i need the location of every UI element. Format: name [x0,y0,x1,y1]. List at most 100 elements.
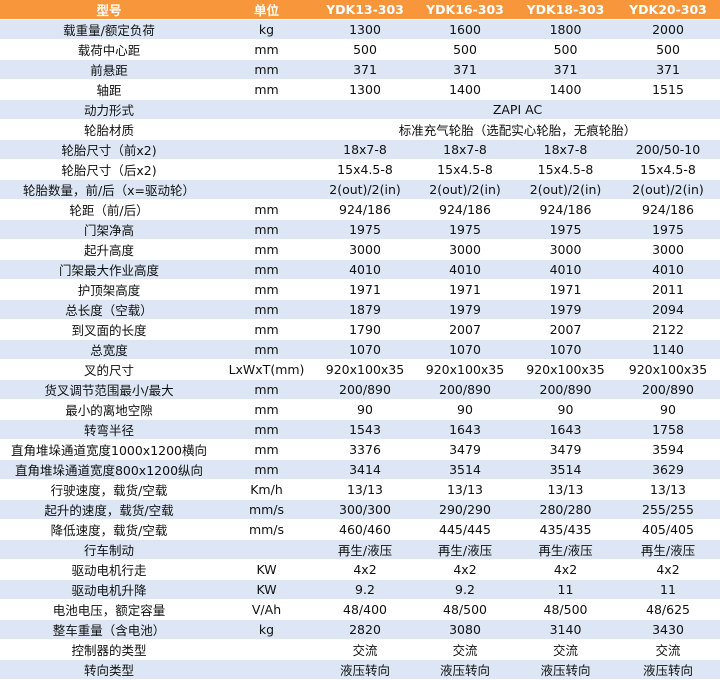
row-label: 护顶架高度 [0,279,218,300]
row-value: 3430 [616,619,720,640]
row-value: 920x100x35 [415,359,515,380]
row-value: 1979 [515,299,616,320]
row-shared-value: 标准充气轮胎（选配实心轮胎，无痕轮胎） [315,119,720,140]
header-cell: 单位 [218,0,315,20]
header-cell: YDK18-303 [515,0,616,20]
row-value: 48/625 [616,599,720,620]
row-value: 4x2 [315,559,415,580]
row-label: 轮距（前/后） [0,199,218,220]
row-value: 液压转向 [415,659,515,680]
row-value: 交流 [415,639,515,660]
row-value: 再生/液压 [415,539,515,560]
table-row: 载重量/额定负荷 kg 1300 1600 1800 2000 [0,19,720,40]
row-value: 4010 [315,259,415,280]
row-value: 3629 [616,459,720,480]
row-value: 2011 [616,279,720,300]
row-value: 371 [616,59,720,80]
row-label: 动力形式 [0,99,218,120]
row-value: 3514 [415,459,515,480]
table-row: 起升的速度，载货/空载 mm/s 300/300 290/290 280/280 255/… [0,499,720,520]
row-value: 1070 [515,339,616,360]
row-value: 371 [315,59,415,80]
row-value: 200/890 [315,379,415,400]
row-value: 4x2 [515,559,616,580]
row-value: 3000 [515,239,616,260]
row-value: 924/186 [315,199,415,220]
table-row: 总宽度 mm 1070 1070 1070 1140 [0,339,720,360]
table-row: 动力形式 ZAPI AC [0,99,720,120]
row-value: 11 [515,579,616,600]
row-value: 4010 [415,259,515,280]
table-row: 轮距（前/后） mm 924/186 924/186 924/186 924/186 [0,199,720,220]
row-unit: mm [218,39,315,60]
row-value: 1975 [415,219,515,240]
row-unit: V/Ah [218,599,315,620]
row-value: 3376 [315,439,415,460]
row-value: 405/405 [616,519,720,540]
row-unit [218,99,315,120]
row-label: 轮胎尺寸（后x2) [0,159,218,180]
row-unit: KW [218,579,315,600]
row-value: 280/280 [515,499,616,520]
row-label: 轮胎尺寸（前x2) [0,139,218,160]
row-value: 1975 [616,219,720,240]
row-label: 行驶速度，载货/空载 [0,479,218,500]
table-row: 行车制动 再生/液压 再生/液压 再生/液压 再生/液压 [0,539,720,560]
header-cell: YDK16-303 [415,0,515,20]
header-cell: 型号 [0,0,218,20]
row-value: 3594 [616,439,720,460]
row-unit: mm [218,299,315,320]
table-row: 整车重量（含电池） kg 2820 3080 3140 3430 [0,619,720,640]
row-unit: mm [218,339,315,360]
row-label: 前悬距 [0,59,218,80]
row-value: 4x2 [616,559,720,580]
row-value: 15x4.5-8 [415,159,515,180]
header-cell: YDK13-303 [315,0,415,20]
row-label: 降低速度，载货/空载 [0,519,218,540]
row-value: 1643 [415,419,515,440]
row-value: 液压转向 [616,659,720,680]
row-value: 1790 [315,319,415,340]
row-value: 2820 [315,619,415,640]
row-unit: mm [218,79,315,100]
table-row: 控制器的类型 交流 交流 交流 交流 [0,639,720,660]
row-unit [218,119,315,140]
row-unit: mm [218,399,315,420]
row-label: 起升的速度，载货/空载 [0,499,218,520]
spec-body: 载重量/额定负荷 kg 1300 1600 1800 2000 载荷中心距 mm 500 500 5… [0,19,720,680]
row-unit: mm [218,219,315,240]
row-value: 500 [616,39,720,60]
table-row: 直角堆垛通道宽度1000x1200横向 mm 3376 3479 3479 3594 [0,439,720,460]
row-unit [218,539,315,560]
row-label: 直角堆垛通道宽度800x1200纵向 [0,459,218,480]
row-value: 再生/液压 [315,539,415,560]
row-value: 1800 [515,19,616,40]
row-value: 4x2 [415,559,515,580]
row-label: 控制器的类型 [0,639,218,660]
row-value: 200/50-10 [616,139,720,160]
row-value: 48/400 [315,599,415,620]
row-value: 11 [616,579,720,600]
table-row: 轮胎尺寸（前x2) 18x7-8 18x7-8 18x7-8 200/50-10 [0,139,720,160]
row-unit [218,639,315,660]
row-value: 1400 [415,79,515,100]
row-unit [218,179,315,200]
table-row: 总长度（空载） mm 1879 1979 1979 2094 [0,299,720,320]
row-label: 行车制动 [0,539,218,560]
row-value: 48/500 [515,599,616,620]
row-value: 3479 [515,439,616,460]
table-row: 最小的离地空隙 mm 90 90 90 90 [0,399,720,420]
row-value: 2007 [515,319,616,340]
row-value: 1979 [415,299,515,320]
row-unit: kg [218,619,315,640]
row-label: 电池电压，额定容量 [0,599,218,620]
row-unit [218,659,315,680]
row-label: 驱动电机行走 [0,559,218,580]
row-value: 交流 [616,639,720,660]
row-value: 液压转向 [515,659,616,680]
table-row: 货叉调节范围最小/最大 mm 200/890 200/890 200/890 200/89… [0,379,720,400]
row-value: 交流 [515,639,616,660]
row-value: 48/500 [415,599,515,620]
row-label: 到叉面的长度 [0,319,218,340]
row-label: 整车重量（含电池） [0,619,218,640]
